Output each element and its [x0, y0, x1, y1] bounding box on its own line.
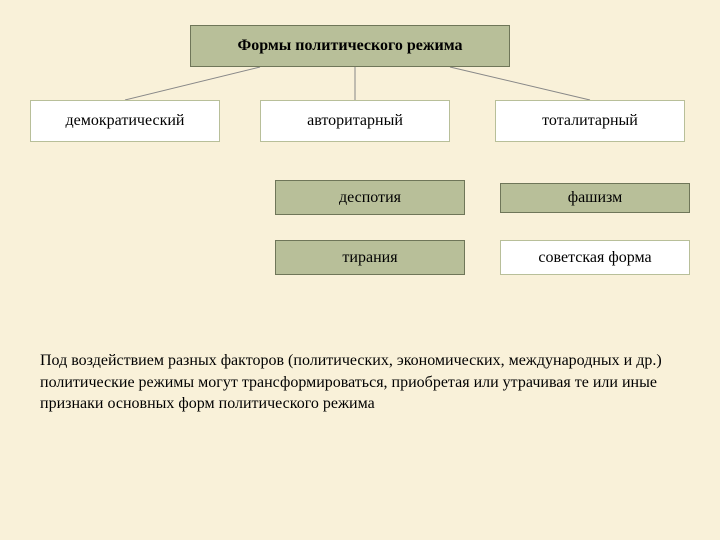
despotism-box: деспотия	[275, 180, 465, 215]
fascism-box: фашизм	[500, 183, 690, 213]
tyranny-box: тирания	[275, 240, 465, 275]
authoritarian-text: авторитарный	[307, 112, 403, 130]
authoritarian-box: авторитарный	[260, 100, 450, 142]
title-text: Формы политического режима	[238, 37, 463, 55]
democratic-box: демократический	[30, 100, 220, 142]
tyranny-text: тирания	[342, 249, 397, 267]
soviet-box: советская форма	[500, 240, 690, 275]
fascism-text: фашизм	[568, 189, 623, 207]
totalitarian-box: тоталитарный	[495, 100, 685, 142]
despotism-text: деспотия	[339, 189, 401, 207]
title-box: Формы политического режима	[190, 25, 510, 67]
totalitarian-text: тоталитарный	[542, 112, 638, 130]
democratic-text: демократический	[66, 112, 185, 130]
soviet-text: советская форма	[538, 249, 651, 267]
description-paragraph: Под воздействием разных факторов (полити…	[40, 350, 680, 415]
description-text: Под воздействием разных факторов (полити…	[40, 352, 662, 412]
diagram-content: Формы политического режима демократическ…	[0, 0, 720, 540]
